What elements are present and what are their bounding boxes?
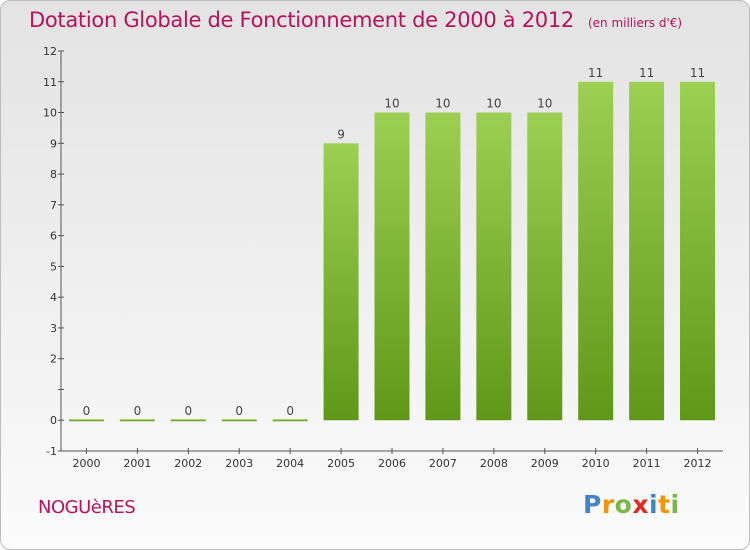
x-tick-label: 2000 xyxy=(72,457,100,470)
x-tick-label: 2009 xyxy=(531,457,559,470)
x-tick-label: 2011 xyxy=(633,457,661,470)
data-label: 11 xyxy=(639,66,654,80)
data-label: 9 xyxy=(337,127,345,141)
commune-name: NOGUèRES xyxy=(38,497,136,518)
bar-2001 xyxy=(119,419,155,422)
title-row: Dotation Globale de Fonctionnement de 20… xyxy=(29,8,682,32)
x-tick-label: 2010 xyxy=(582,457,610,470)
y-tick-label: -1 xyxy=(46,445,57,458)
chart-title: Dotation Globale de Fonctionnement de 20… xyxy=(29,8,574,32)
data-label: 10 xyxy=(384,97,399,111)
x-tick-label: 2002 xyxy=(174,457,202,470)
x-tick-label: 2008 xyxy=(480,457,508,470)
x-tick-label: 2004 xyxy=(276,457,304,470)
x-tick-label: 2005 xyxy=(327,457,355,470)
bar-2008 xyxy=(476,112,512,421)
bar-2010 xyxy=(578,81,614,421)
logo-letter: i xyxy=(649,490,659,519)
bar-2006 xyxy=(374,112,410,421)
logo-letter: o xyxy=(614,490,633,519)
data-label: 10 xyxy=(537,97,552,111)
x-tick-label: 2001 xyxy=(123,457,151,470)
x-tick-label: 2006 xyxy=(378,457,406,470)
data-label: 10 xyxy=(486,97,501,111)
bar-2000 xyxy=(68,419,104,422)
x-tick-label: 2003 xyxy=(225,457,253,470)
bar-2007 xyxy=(425,112,461,421)
data-label: 0 xyxy=(184,404,192,418)
data-label: 11 xyxy=(588,66,603,80)
bar-2009 xyxy=(527,112,563,421)
bar-2011 xyxy=(629,81,665,421)
bar-2005 xyxy=(323,143,359,421)
y-tick-label: 4 xyxy=(50,291,57,304)
y-tick-label: 12 xyxy=(43,45,57,58)
chart-subtitle: (en milliers d'€) xyxy=(587,16,683,30)
logo-letter: P xyxy=(583,490,602,519)
logo-letter: t xyxy=(658,490,671,519)
data-label: 0 xyxy=(83,404,91,418)
y-tick-label: 10 xyxy=(43,107,57,120)
proxiti-logo: Proxiti xyxy=(583,490,680,519)
data-label: 0 xyxy=(286,404,294,418)
y-tick-label: 9 xyxy=(50,137,57,150)
y-tick-label: 6 xyxy=(50,230,57,243)
y-tick-label: 7 xyxy=(50,199,57,212)
logo-letter: r xyxy=(601,490,615,519)
y-tick-label: 0 xyxy=(50,414,57,427)
data-label: 11 xyxy=(690,66,705,80)
y-tick-label: 11 xyxy=(43,76,57,89)
y-tick-label: 2 xyxy=(50,353,57,366)
logo-letter: i xyxy=(670,490,680,519)
y-tick-label: 8 xyxy=(50,168,57,181)
data-label: 0 xyxy=(235,404,243,418)
data-label: 10 xyxy=(435,97,450,111)
bar-2004 xyxy=(272,419,308,422)
y-tick-label: 3 xyxy=(50,322,57,335)
bar-2012 xyxy=(680,81,716,421)
bar-2003 xyxy=(221,419,257,422)
y-tick-label: 5 xyxy=(50,260,57,273)
x-tick-label: 2012 xyxy=(684,457,712,470)
x-tick-label: 2007 xyxy=(429,457,457,470)
logo-letter: x xyxy=(632,490,649,519)
bar-2002 xyxy=(170,419,206,422)
data-label: 0 xyxy=(134,404,142,418)
